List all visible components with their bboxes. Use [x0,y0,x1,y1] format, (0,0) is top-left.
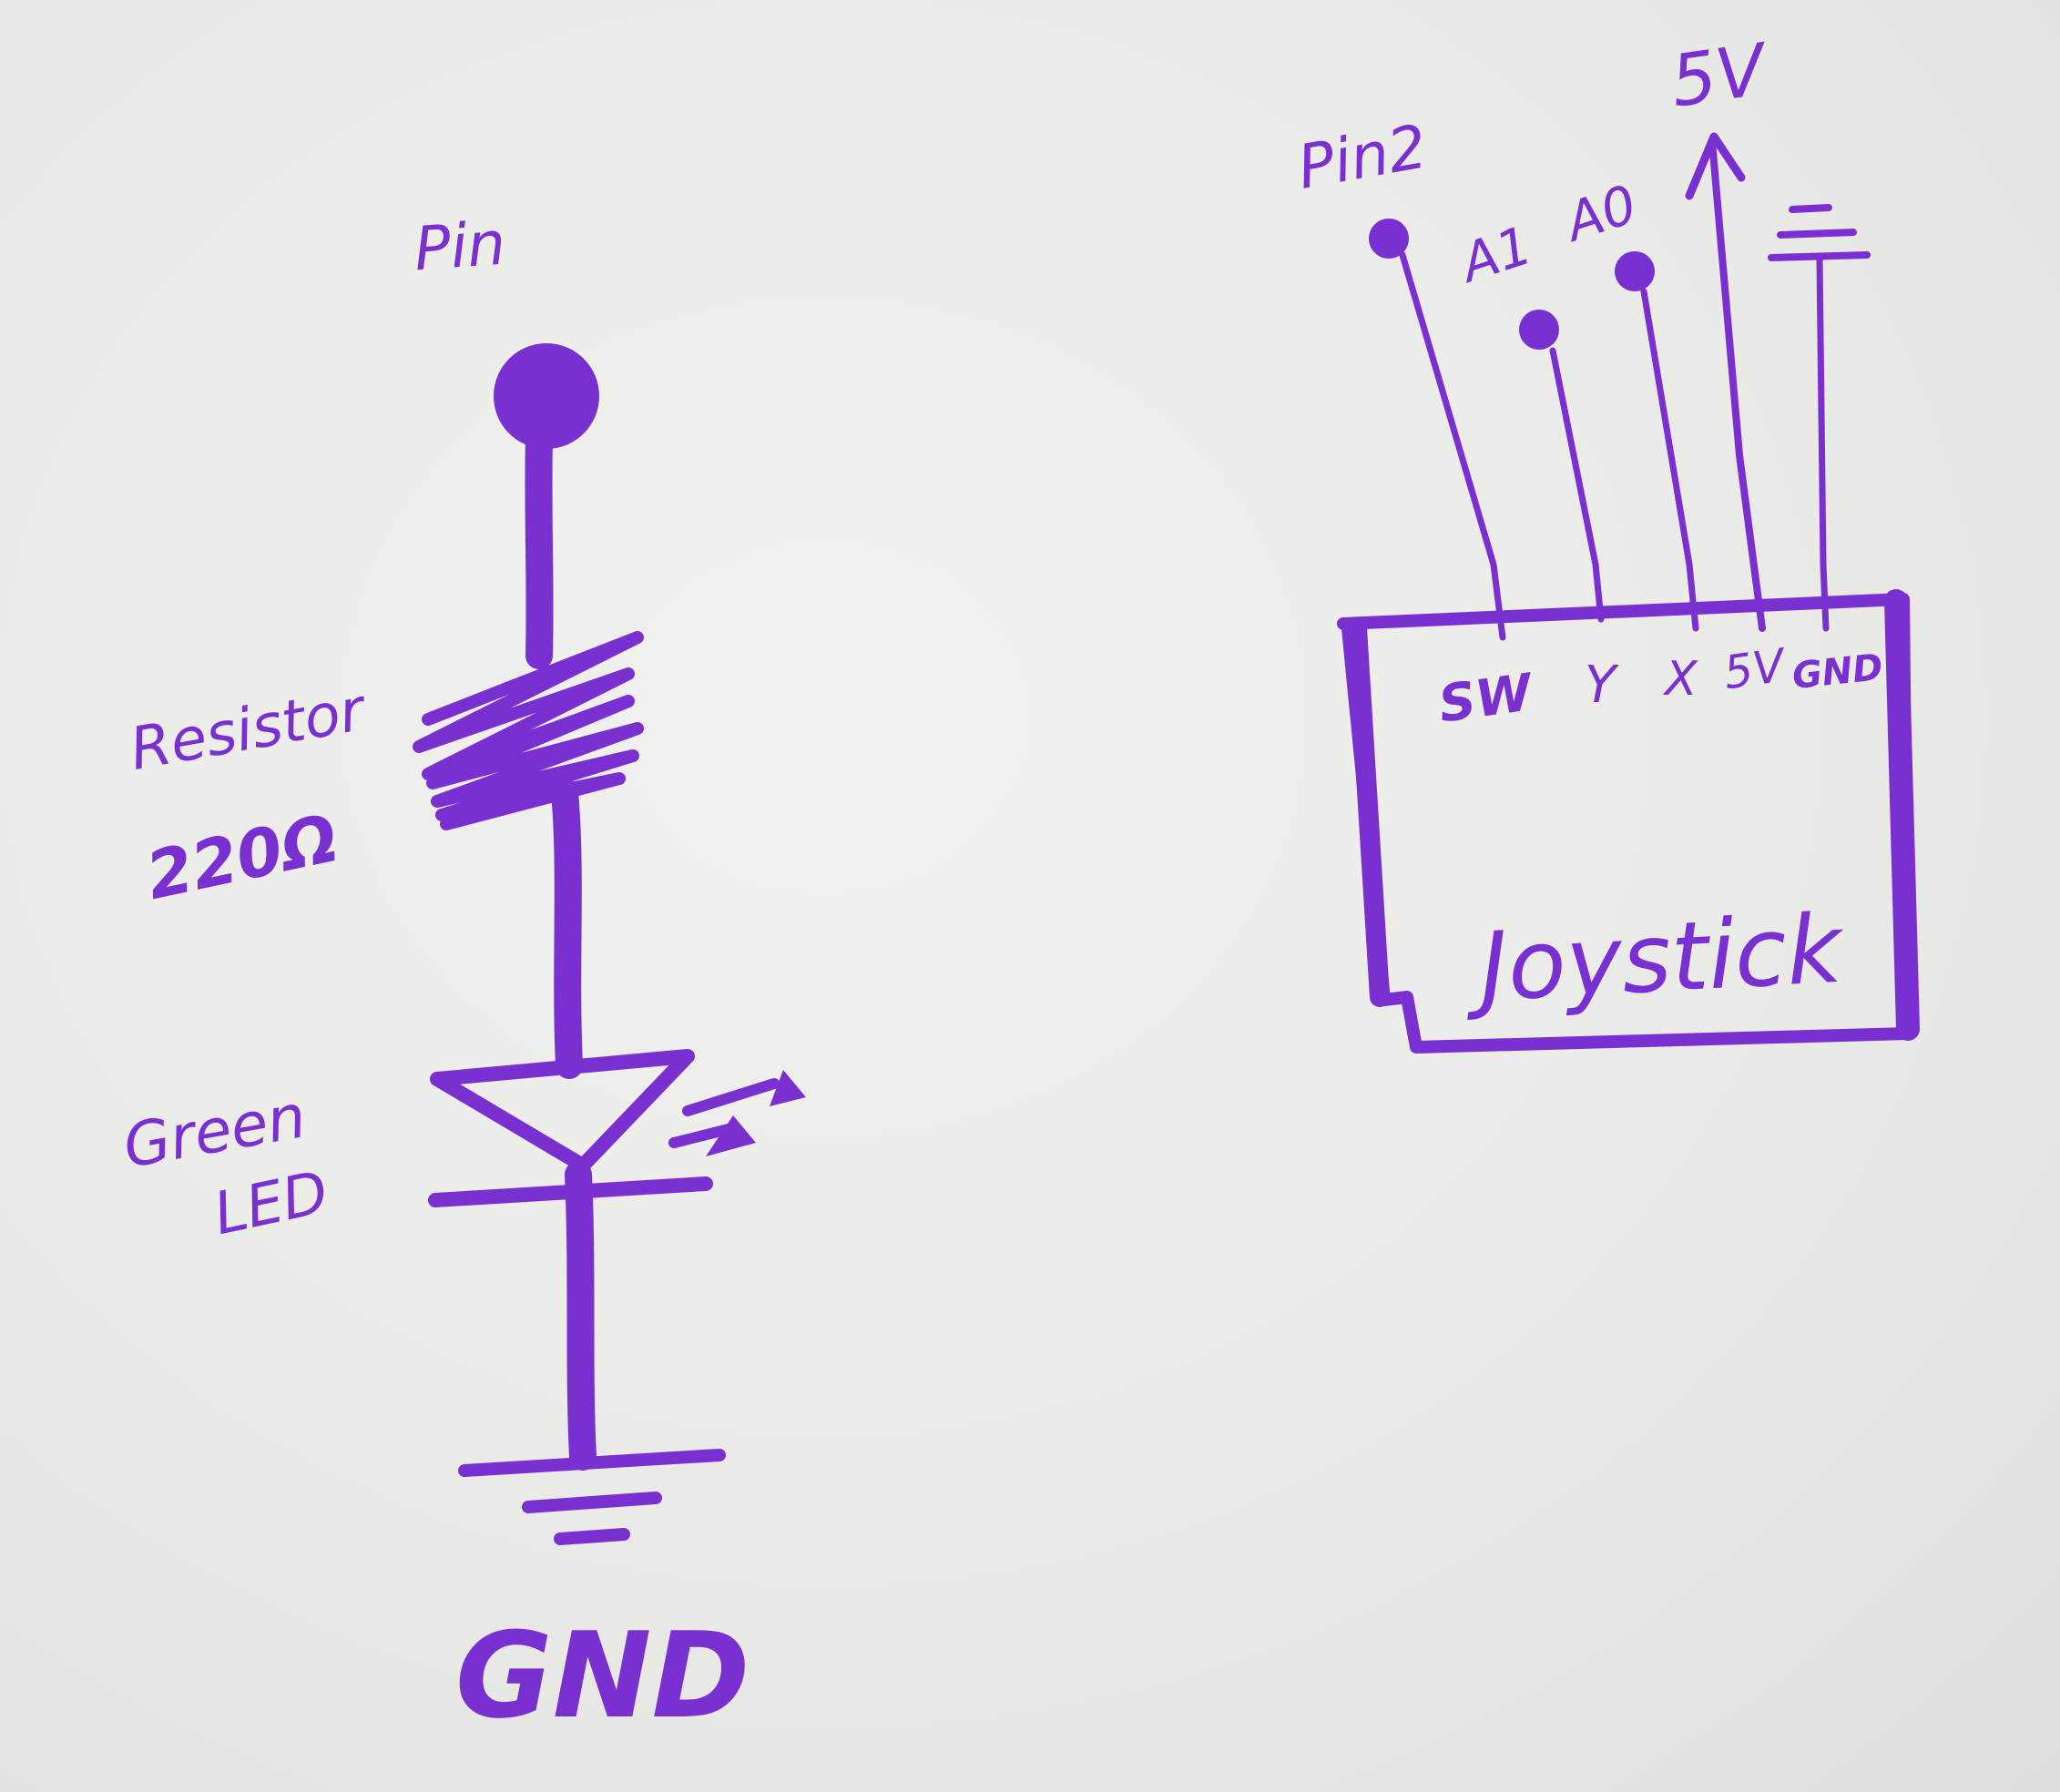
joystick-module-label: Joystick [1477,892,1845,1023]
led-circuit [413,343,806,1545]
module-pin-sw: SW [1434,663,1536,735]
ground-line-3 [554,1528,630,1545]
pin-label: Pin [412,208,508,285]
joystick-module-box-thick-right [1884,589,1920,1041]
joystick-module-box-thick-left [1347,618,1390,1007]
supply-arrow-head [1685,132,1746,200]
module-pin-gnd: GND [1790,646,1885,698]
led-arrow-lower-head [706,1115,756,1156]
module-pin-x: X [1665,652,1698,707]
wire-pin2-to-sw [1399,251,1506,641]
wire-pin-to-resistor [525,423,554,669]
led-arrow-upper [682,1078,780,1116]
wire-5v [1708,137,1766,632]
pin2-node [1369,219,1409,259]
resistor-symbol [413,631,644,830]
joystick-circuit [1337,132,1920,1054]
ground-line-2 [522,1492,662,1513]
a0-node [1615,251,1655,291]
module-pin-5v: 5V [1720,638,1788,700]
wire-a1-to-y [1549,347,1605,623]
pin-node [494,343,599,449]
led-arrow-lower [668,1124,734,1148]
wire-led-to-ground [565,1161,597,1471]
joystick-ground-line-2 [1777,229,1857,239]
ground-label: GND [455,1606,750,1745]
wire-gnd [1816,256,1830,632]
joystick-ground-line-3 [1789,204,1832,213]
module-pin-y: Y [1585,656,1616,715]
wire-resistor-to-led [551,779,583,1079]
supply-5v-label: 5V [1666,29,1770,124]
joystick-ground-line-1 [1768,251,1871,261]
led-triangle [430,1049,695,1173]
wire-a0-to-x [1640,288,1699,632]
a1-node [1519,310,1559,350]
led-arrow-upper-head [770,1070,806,1106]
ground-line-1 [458,1449,726,1477]
